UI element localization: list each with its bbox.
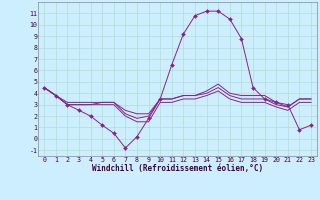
X-axis label: Windchill (Refroidissement éolien,°C): Windchill (Refroidissement éolien,°C) xyxy=(92,164,263,173)
